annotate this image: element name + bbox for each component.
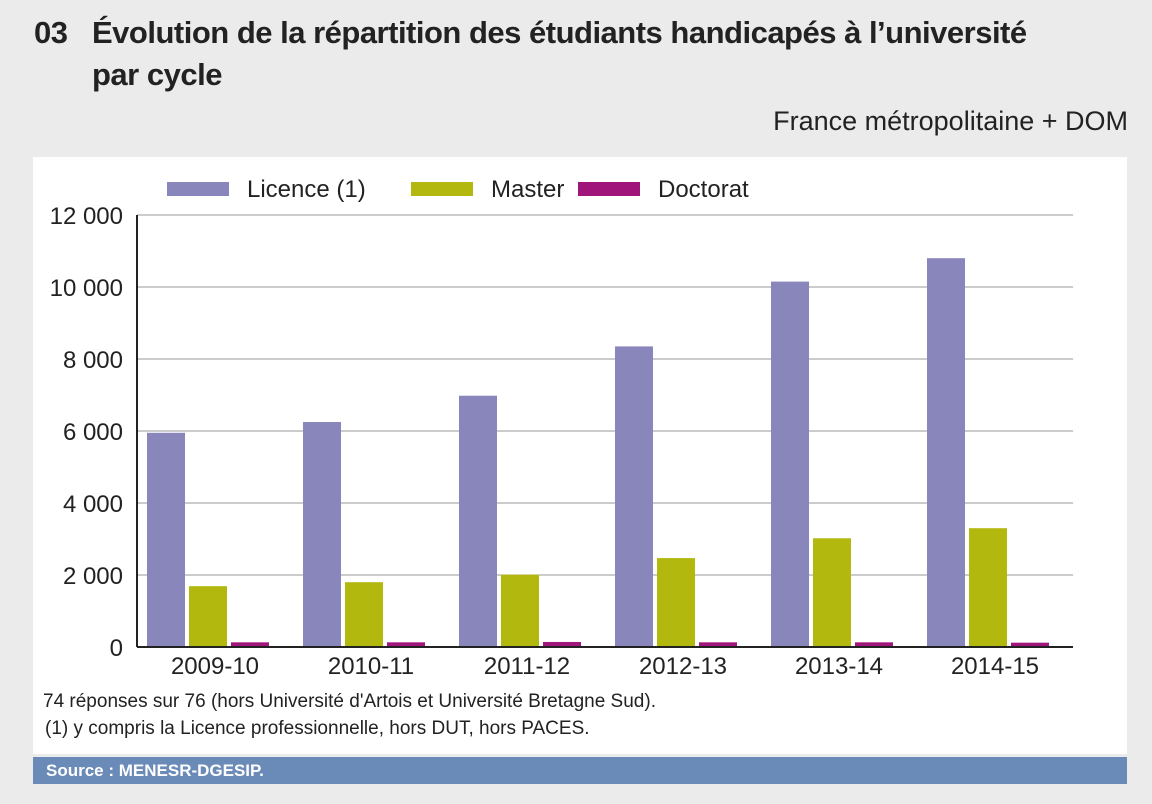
figure-number: 03 (34, 15, 68, 50)
bar-doctorat-2012-13 (699, 642, 737, 647)
title-line-1: Évolution de la répartition des étudiant… (92, 15, 1027, 50)
bar-doctorat-2013-14 (855, 642, 893, 647)
bar-doctorat-2014-15 (1011, 642, 1049, 647)
y-tick-label: 4 000 (63, 491, 123, 518)
y-tick-label: 0 (110, 635, 123, 662)
y-tick-label: 6 000 (63, 419, 123, 446)
x-tick-label: 2010-11 (328, 653, 414, 680)
bar-master-2013-14 (813, 538, 851, 647)
bar-licence-2009-10 (147, 432, 185, 647)
bar-licence-2013-14 (771, 281, 809, 647)
bar-licence-2012-13 (615, 346, 653, 647)
y-tick-label: 12 000 (50, 203, 123, 230)
legend-swatch (167, 182, 229, 196)
chart-panel: 0 2 000 4 000 6 000 8 000 10 000 12 000 2009-10… (33, 157, 1127, 754)
bar-chart: 0 2 000 4 000 6 000 8 000 10 000 12 000 2009-10… (50, 176, 1073, 680)
bar-licence-2010-11 (303, 422, 341, 647)
x-tick-label: 2011-12 (484, 653, 570, 680)
bar-master-2009-10 (189, 586, 227, 647)
y-tick-label: 10 000 (50, 275, 123, 302)
legend-label: Master (491, 176, 564, 203)
note-licence: (1) y compris la Licence professionnelle… (45, 718, 590, 739)
bar-doctorat-2010-11 (387, 642, 425, 647)
y-tick-label: 2 000 (63, 563, 123, 590)
legend-swatch (578, 182, 640, 196)
note-responses: 74 réponses sur 76 (hors Université d'Ar… (43, 691, 656, 712)
bar-doctorat-2009-10 (231, 642, 269, 647)
x-tick-label: 2013-14 (795, 653, 883, 680)
bar-master-2010-11 (345, 582, 383, 647)
title-line-2: par cycle (92, 57, 222, 92)
chart-subtitle: France métropolitaine + DOM (773, 106, 1128, 136)
bar-master-2012-13 (657, 558, 695, 647)
x-tick-label: 2014-15 (951, 653, 1039, 680)
bar-doctorat-2011-12 (543, 641, 581, 647)
legend-label: Licence (1) (247, 176, 366, 203)
legend-swatch (411, 182, 473, 196)
x-tick-label: 2012-13 (639, 653, 727, 680)
bar-licence-2011-12 (459, 395, 497, 647)
y-tick-label: 8 000 (63, 347, 123, 374)
chart-title: 03 Évolution de la répartition des étudia… (34, 12, 1027, 96)
bar-master-2011-12 (501, 574, 539, 647)
x-tick-label: 2009-10 (171, 653, 259, 680)
source-bar: Source : MENESR-DGESIP. (33, 757, 1127, 784)
bar-licence-2014-15 (927, 258, 965, 647)
legend-label: Doctorat (658, 176, 749, 203)
bar-master-2014-15 (969, 528, 1007, 647)
